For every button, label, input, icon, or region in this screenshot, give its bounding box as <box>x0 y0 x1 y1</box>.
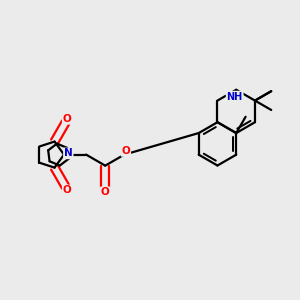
Text: NH: NH <box>226 92 243 101</box>
Text: O: O <box>122 146 130 156</box>
Text: O: O <box>63 114 71 124</box>
Text: O: O <box>63 185 71 195</box>
Text: N: N <box>64 148 73 158</box>
Text: O: O <box>101 187 110 197</box>
